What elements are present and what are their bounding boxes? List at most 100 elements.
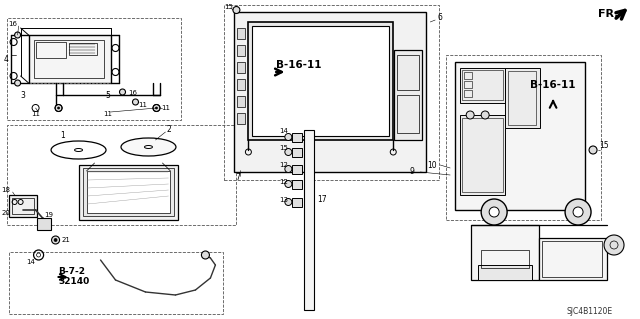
Circle shape (589, 146, 597, 154)
Text: 13: 13 (279, 197, 288, 203)
Text: 6: 6 (438, 13, 443, 23)
Circle shape (58, 107, 60, 109)
Circle shape (285, 181, 292, 188)
Circle shape (481, 111, 489, 119)
Circle shape (55, 105, 62, 112)
Circle shape (466, 111, 474, 119)
Bar (394, 50, 422, 140)
Bar (542, 241, 602, 277)
Bar (237, 79, 245, 90)
Text: 21: 21 (61, 237, 70, 243)
Text: 11: 11 (138, 102, 147, 108)
Circle shape (233, 6, 240, 13)
Bar (292, 198, 302, 207)
Text: 5: 5 (105, 91, 110, 100)
Circle shape (285, 198, 292, 205)
Bar (292, 180, 302, 189)
Text: 18: 18 (1, 187, 10, 193)
Bar (83, 168, 175, 216)
Text: 14: 14 (26, 259, 35, 265)
Circle shape (156, 107, 157, 109)
Text: 32140: 32140 (59, 278, 90, 286)
Bar (29, 35, 111, 83)
Text: B-7-2: B-7-2 (59, 268, 86, 277)
Text: 20: 20 (1, 210, 10, 216)
Circle shape (15, 32, 20, 38)
Text: 11: 11 (161, 105, 170, 111)
Bar (462, 118, 503, 192)
Text: 1: 1 (60, 130, 65, 139)
Circle shape (489, 207, 499, 217)
Text: 12: 12 (279, 179, 288, 185)
Bar (455, 62, 585, 210)
Bar (397, 55, 419, 90)
Bar (8, 195, 36, 217)
Text: SJC4B1120E: SJC4B1120E (567, 308, 613, 316)
Circle shape (54, 239, 57, 241)
Bar (237, 28, 245, 39)
Text: 19: 19 (44, 212, 53, 218)
Bar (464, 72, 472, 79)
Bar (248, 22, 393, 140)
Circle shape (15, 80, 20, 86)
Bar (36, 42, 65, 58)
Bar (237, 45, 245, 56)
Bar (36, 218, 51, 230)
Ellipse shape (121, 138, 176, 156)
Circle shape (604, 235, 624, 255)
Bar (464, 90, 472, 97)
Circle shape (132, 99, 138, 105)
Bar (305, 130, 314, 310)
Bar (478, 265, 532, 280)
Text: 9: 9 (410, 167, 415, 176)
Circle shape (285, 149, 292, 155)
Text: 11: 11 (31, 111, 40, 117)
Circle shape (202, 251, 209, 259)
Text: 17: 17 (317, 196, 327, 204)
Bar (460, 68, 505, 103)
Bar (446, 55, 601, 220)
Text: 15: 15 (599, 140, 609, 150)
Text: 2: 2 (166, 125, 171, 135)
Circle shape (573, 207, 583, 217)
Text: 10: 10 (428, 160, 437, 169)
Circle shape (285, 133, 292, 140)
Bar (237, 113, 245, 124)
Circle shape (52, 236, 60, 244)
Bar (462, 70, 503, 100)
Bar (292, 148, 302, 157)
Circle shape (481, 199, 507, 225)
Bar (8, 252, 223, 314)
Bar (539, 238, 607, 280)
Bar (505, 68, 540, 128)
Circle shape (565, 199, 591, 225)
Bar (6, 18, 182, 120)
Bar (79, 165, 179, 220)
Bar (397, 95, 419, 133)
Bar (225, 5, 439, 180)
Text: 15: 15 (224, 4, 233, 10)
Bar (292, 165, 302, 174)
Bar (237, 96, 245, 107)
Circle shape (285, 166, 292, 173)
Text: FR.: FR. (598, 9, 618, 19)
Circle shape (120, 89, 125, 95)
Bar (6, 125, 236, 225)
Bar (237, 62, 245, 73)
Bar (68, 43, 97, 55)
Bar (292, 133, 302, 142)
Bar (86, 171, 170, 213)
Text: 15: 15 (279, 145, 288, 151)
Text: 7: 7 (235, 174, 240, 182)
Text: 4: 4 (3, 55, 8, 63)
Text: 11: 11 (103, 111, 112, 117)
Circle shape (153, 105, 160, 112)
Text: 12: 12 (279, 162, 288, 168)
Bar (481, 250, 529, 268)
Bar (508, 71, 536, 125)
Bar (252, 26, 389, 136)
Bar (12, 198, 33, 214)
Bar (464, 81, 472, 88)
Bar (471, 225, 539, 280)
Bar (234, 12, 426, 172)
